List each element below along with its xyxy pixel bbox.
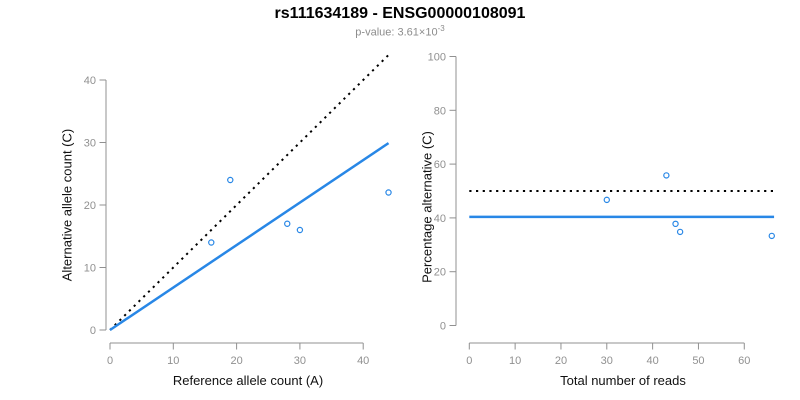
y-axis-label-left: Alternative allele count (C) (59, 128, 75, 282)
data-point (385, 189, 392, 196)
y-tick-label: 20 (84, 200, 96, 212)
y-tick-label: 80 (434, 105, 446, 117)
data-point (768, 232, 775, 240)
x-tick-label: 20 (230, 355, 242, 367)
y-tick-label: 20 (434, 267, 446, 279)
pvalue-label: p-value: 3.61×10 (355, 26, 438, 39)
x-tick-label: 30 (294, 355, 306, 367)
x-tick-label: 10 (509, 355, 521, 367)
y-tick-label: 0 (440, 321, 446, 333)
fit-line (109, 142, 390, 332)
pvalue-exponent: -3 (437, 24, 445, 33)
data-point (208, 239, 215, 246)
y-tick-label: 40 (84, 75, 96, 87)
data-point (603, 196, 610, 204)
x-tick-label: 10 (167, 355, 179, 367)
data-point (227, 176, 234, 184)
y-tick-label: 0 (90, 325, 96, 337)
y-tick-label: 60 (434, 159, 446, 171)
data-point (296, 226, 304, 234)
x-tick-label: 20 (555, 355, 567, 367)
x-axis-label-left: Reference allele count (A) (172, 373, 324, 388)
x-tick-label: 0 (466, 355, 472, 367)
y-tick-label: 40 (434, 213, 446, 225)
x-tick-label: 0 (107, 355, 113, 367)
x-tick-label: 40 (357, 355, 369, 367)
x-tick-label: 40 (646, 355, 658, 367)
data-point (672, 220, 679, 228)
x-tick-label: 50 (692, 355, 704, 367)
y-axis-label-right: Percentage alternative (C) (419, 131, 435, 283)
data-point (676, 228, 684, 236)
y-tick-label: 100 (428, 52, 446, 64)
identity-line (109, 52, 392, 331)
data-point (284, 220, 291, 227)
x-tick-label: 60 (738, 355, 750, 367)
y-tick-label: 30 (84, 138, 96, 150)
plot-subtitle: p-value: 3.61×10-3 (0, 24, 800, 39)
data-point (663, 172, 670, 179)
plot-title: rs111634189 - ENSG00000108091 (274, 5, 526, 22)
y-tick-label: 10 (84, 263, 96, 275)
x-tick-label: 30 (601, 355, 613, 367)
x-axis-label-right: Total number of reads (560, 373, 686, 388)
